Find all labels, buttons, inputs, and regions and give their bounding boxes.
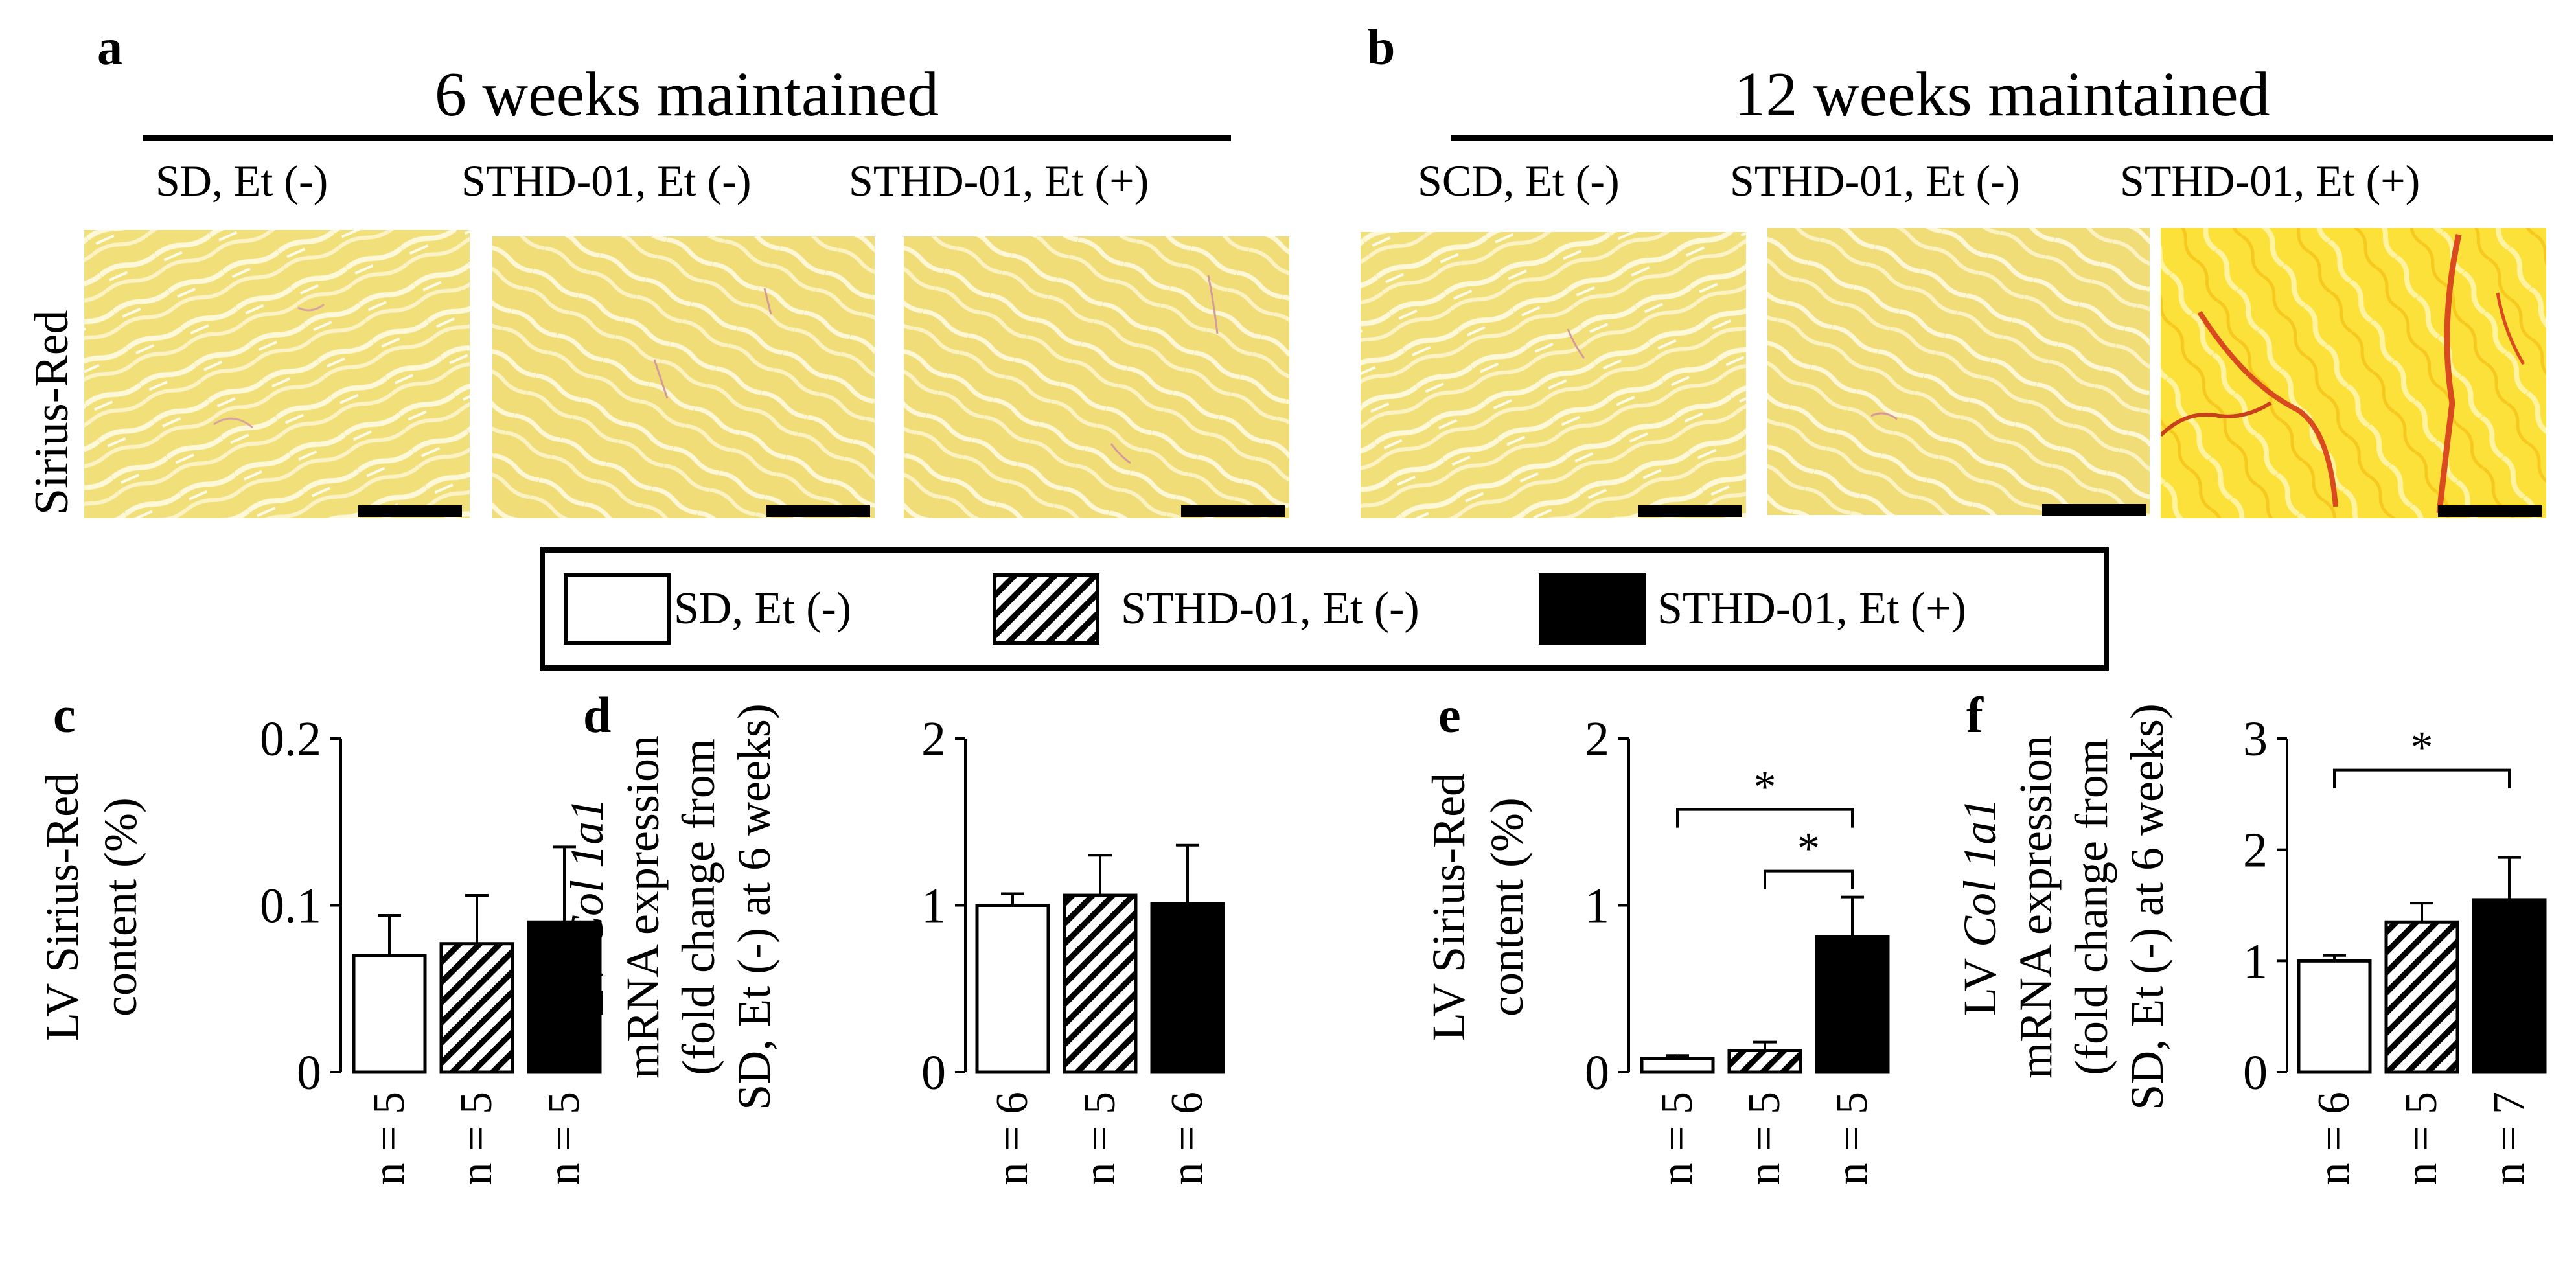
panel-b-group-label-1: SCD, Et (-) (1418, 156, 1620, 205)
n-label: n = 5 (1827, 1092, 1877, 1185)
y-tick-label: 0 (2243, 1046, 2268, 1100)
y-tick-label: 1 (1585, 879, 1609, 934)
panel-a-letter: a (97, 19, 122, 75)
legend (540, 547, 2109, 671)
bar-3 (1815, 935, 1890, 1074)
y-tick-label: 1 (921, 879, 946, 934)
y-tick-label: 0 (921, 1046, 946, 1100)
y-tick-label: 0.1 (260, 879, 321, 934)
histology-a-sd (84, 230, 470, 518)
legend-label-2: STHD-01, Et (-) (1121, 584, 1420, 634)
y-tick-label: 0 (1585, 1046, 1609, 1100)
bar-2 (2384, 920, 2459, 1074)
n-label: n = 6 (1162, 1092, 1212, 1185)
histology-b-scd (1361, 232, 1746, 518)
scale-bar (358, 505, 462, 517)
scale-bar (1181, 505, 1285, 517)
histology-a-sthd-et-pos (904, 236, 1289, 518)
y-tick-label: 2 (1585, 712, 1609, 766)
y-tick-label: 0.2 (260, 712, 321, 766)
scale-bar (766, 505, 870, 517)
bar-2 (1727, 1049, 1802, 1074)
panel-d-letter: d (583, 687, 611, 743)
legend-label-3: STHD-01, Et (+) (1657, 584, 1966, 634)
y-axis-label-line: mRNA expression (617, 735, 669, 1079)
y-tick-label: 0 (297, 1046, 321, 1100)
n-label: n = 6 (987, 1092, 1037, 1185)
chart-f: f LV Col 1a1 mRNA expression (fold change f… (1954, 687, 2547, 1185)
panel-e-letter: e (1438, 687, 1461, 743)
y-axis-label-line: (fold change from (2065, 739, 2117, 1075)
scale-bar (2042, 504, 2146, 516)
n-label: n = 5 (364, 1092, 414, 1185)
scale-bar (2438, 505, 2542, 517)
bar-1 (1640, 1057, 1715, 1074)
significance-marker: * (1754, 762, 1777, 812)
n-label: n = 5 (1075, 1092, 1125, 1185)
panel-a-group-label-2: STHD-01, Et (-) (461, 156, 752, 205)
significance-marker: * (1797, 824, 1820, 874)
panel-b-title-rule (1451, 135, 2553, 141)
histology-b-sthd-et-pos (2161, 228, 2546, 518)
panel-a-title: 6 weeks maintained (434, 60, 939, 130)
histology-b-sthd-et-neg (1767, 228, 2150, 515)
significance-bracket (1764, 869, 1854, 889)
n-label: n = 5 (539, 1092, 589, 1185)
y-axis-label-line: LV Sirius-Red (36, 773, 88, 1041)
legend-swatch-hatched (993, 573, 1099, 645)
bar-3 (1150, 902, 1225, 1074)
y-tick-label: 2 (921, 712, 946, 766)
n-label: n = 5 (1740, 1092, 1789, 1185)
y-tick-label: 1 (2243, 934, 2268, 989)
y-axis-label-line: mRNA expression (2010, 735, 2062, 1079)
legend-swatch-black (1539, 573, 1646, 645)
y-axis-label-line: SD, Et (-) at 6 weeks) (2121, 704, 2173, 1110)
chart-c: c LV Sirius-Red content (%) 0 0.1 0.2 n = 5 n =… (36, 687, 602, 1185)
significance-bracket (1676, 808, 1854, 828)
legend-label-1: SD, Et (-) (674, 584, 852, 634)
panel-b-title: 12 weeks maintained (1734, 60, 2270, 130)
panel-a-group-label-3: STHD-01, Et (+) (849, 156, 1149, 205)
y-axis-label-line: LV Sirius-Red (1423, 773, 1475, 1041)
y-axis-label-line: SD, Et (-) at 6 weeks) (728, 704, 780, 1110)
chart-d: d LV Col 1a1 mRNA expression (fold change f… (561, 687, 1225, 1185)
n-label: n = 5 (452, 1092, 501, 1185)
histology-a-sthd-et-neg (492, 236, 875, 518)
bar-1 (2297, 959, 2372, 1074)
panel-f-letter: f (1966, 687, 1984, 743)
y-axis-label-line: LV Col 1a1 (561, 798, 613, 1016)
bar-1 (975, 904, 1050, 1074)
y-axis-label-line: LV Col 1a1 (1954, 798, 2006, 1016)
panel-c-letter: c (53, 687, 76, 743)
bar-3 (527, 920, 602, 1074)
stain-label: Sirius-Red (25, 310, 78, 515)
panel-a-group-label-1: SD, Et (-) (155, 156, 328, 205)
significance-marker: * (2411, 723, 2433, 773)
bar-1 (352, 954, 427, 1074)
significance-bracket (2333, 768, 2511, 788)
y-axis-label-line: (fold change from (673, 739, 724, 1075)
legend-swatch-white (564, 573, 671, 645)
bar-2 (1063, 893, 1138, 1074)
n-label: n = 6 (2309, 1092, 2359, 1185)
y-axis-label-line: content (%) (1481, 797, 1533, 1016)
chart-e: e LV Sirius-Red content (%) 0 1 2 n = 5 n = 5 n … (1423, 687, 1890, 1185)
n-label: n = 5 (1652, 1092, 1702, 1185)
n-label: n = 5 (2397, 1092, 2446, 1185)
n-label: n = 7 (2484, 1092, 2534, 1185)
panel-b-group-label-3: STHD-01, Et (+) (2120, 156, 2421, 205)
panel-b-letter: b (1367, 19, 1396, 75)
scale-bar (1638, 505, 1742, 517)
y-axis-label-line: content (%) (95, 797, 146, 1016)
y-tick-label: 3 (2243, 712, 2268, 766)
bar-2 (439, 942, 514, 1074)
bar-3 (2472, 898, 2547, 1074)
panel-a-title-rule (143, 135, 1231, 141)
y-tick-label: 2 (2243, 823, 2268, 878)
panel-b-group-label-2: STHD-01, Et (-) (1730, 156, 2020, 205)
